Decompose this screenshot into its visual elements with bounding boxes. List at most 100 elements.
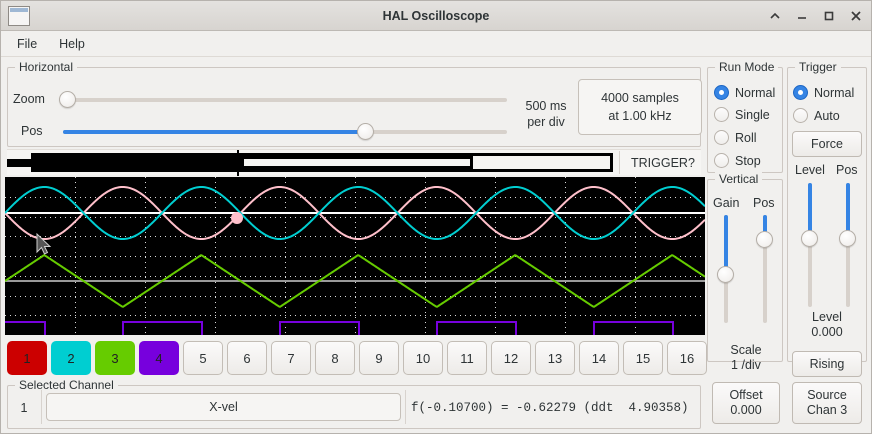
sample-rate-box[interactable]: 4000 samples at 1.00 kHz bbox=[578, 79, 702, 135]
trigger-level-readout: Level 0.000 bbox=[792, 309, 862, 341]
vertical-gain-slider[interactable] bbox=[717, 215, 735, 323]
channel-button-3[interactable]: 3 bbox=[95, 341, 135, 375]
zoom-slider-track[interactable] bbox=[59, 98, 507, 102]
vertical-gain-slider-fill bbox=[724, 215, 728, 273]
horizontal-pos-slider-fill bbox=[63, 130, 365, 134]
channel-button-4[interactable]: 4 bbox=[139, 341, 179, 375]
window-menu-icon[interactable] bbox=[8, 6, 30, 26]
force-trigger-label: Force bbox=[811, 136, 843, 151]
selected-channel-number: 1 bbox=[20, 401, 28, 415]
run-mode-roll[interactable]: Roll bbox=[714, 130, 757, 145]
close-button[interactable] bbox=[849, 9, 863, 23]
maximize-button[interactable] bbox=[822, 9, 836, 23]
trigger-source-button[interactable]: Source Chan 3 bbox=[792, 382, 862, 424]
vertical-offset-value: 0.000 bbox=[730, 403, 762, 417]
selected-channel-signal-name: X-vel bbox=[209, 400, 238, 414]
radio-dot-icon bbox=[714, 153, 729, 168]
trigger-mode-auto[interactable]: Auto bbox=[793, 108, 840, 123]
channel-button-label: 14 bbox=[591, 350, 607, 366]
trigger-source-value: Chan 3 bbox=[806, 403, 848, 417]
radio-dot-icon bbox=[793, 85, 808, 100]
sample-count-text: 4000 samples bbox=[601, 91, 679, 105]
trigger-pos-slider-label: Pos bbox=[836, 163, 858, 177]
vertical-pos-slider[interactable] bbox=[756, 215, 774, 323]
vertical-offset-button[interactable]: Offset 0.000 bbox=[712, 382, 780, 424]
channel-button-label: 5 bbox=[199, 350, 207, 366]
time-per-div-value: 500 ms bbox=[525, 99, 567, 113]
run-mode-stop-label: Stop bbox=[735, 153, 761, 168]
trigger-edge-button[interactable]: Rising bbox=[792, 351, 862, 377]
trigger-mode-normal[interactable]: Normal bbox=[793, 85, 854, 100]
run-mode-roll-label: Roll bbox=[735, 130, 757, 145]
channel-button-1[interactable]: 1 bbox=[7, 341, 47, 375]
trigger-level-slider-fill bbox=[808, 183, 812, 237]
trigger-level-slider[interactable] bbox=[801, 183, 819, 307]
horizontal-pos-slider-knob[interactable] bbox=[357, 123, 374, 140]
vertical-scale-value: 1 /div bbox=[731, 358, 761, 372]
channel-button-label: 12 bbox=[503, 350, 519, 366]
menu-help[interactable]: Help bbox=[59, 36, 85, 51]
channel-button-label: 16 bbox=[679, 350, 695, 366]
selected-channel-readout: f(-0.10700) = -0.62279 (ddt 4.90358) bbox=[411, 401, 689, 415]
sample-rate-text: at 1.00 kHz bbox=[608, 109, 672, 123]
hstrip-trigger-tick bbox=[237, 150, 239, 176]
run-mode-stop[interactable]: Stop bbox=[714, 153, 761, 168]
run-mode-group-label: Run Mode bbox=[715, 60, 779, 74]
horizontal-position-strip[interactable] bbox=[7, 149, 701, 176]
channel-button-14[interactable]: 14 bbox=[579, 341, 619, 375]
trigger-pos-slider[interactable] bbox=[839, 183, 857, 307]
channel-button-label: 3 bbox=[111, 350, 119, 366]
zoom-slider[interactable] bbox=[59, 91, 507, 109]
vertical-gain-label: Gain bbox=[713, 196, 740, 210]
vertical-gain-slider-knob[interactable] bbox=[717, 266, 734, 283]
time-per-div-unit: per div bbox=[527, 115, 565, 129]
channel-button-7[interactable]: 7 bbox=[271, 341, 311, 375]
channel-button-13[interactable]: 13 bbox=[535, 341, 575, 375]
minimize-button[interactable] bbox=[795, 9, 809, 23]
vertical-pos-slider-track[interactable] bbox=[763, 215, 767, 323]
channel-button-16[interactable]: 16 bbox=[667, 341, 707, 375]
zoom-slider-knob[interactable] bbox=[59, 91, 76, 108]
menu-file[interactable]: File bbox=[17, 36, 38, 51]
vertical-group-label: Vertical bbox=[715, 172, 763, 186]
run-mode-single-label: Single bbox=[735, 107, 770, 122]
menu-bar: File Help bbox=[1, 31, 871, 57]
channel-button-12[interactable]: 12 bbox=[491, 341, 531, 375]
channel-button-8[interactable]: 8 bbox=[315, 341, 355, 375]
trigger-group: Trigger bbox=[787, 60, 867, 362]
channel-button-10[interactable]: 10 bbox=[403, 341, 443, 375]
channel-button-label: 11 bbox=[460, 350, 474, 366]
trigger-pos-slider-fill bbox=[846, 183, 850, 237]
channel-button-9[interactable]: 9 bbox=[359, 341, 399, 375]
force-trigger-button[interactable]: Force bbox=[792, 131, 862, 157]
hstrip-filled-overlay bbox=[31, 156, 244, 169]
channel-button-6[interactable]: 6 bbox=[227, 341, 267, 375]
trigger-group-label: Trigger bbox=[795, 60, 841, 74]
channel-button-15[interactable]: 15 bbox=[623, 341, 663, 375]
pos-label: Pos bbox=[21, 124, 43, 138]
horizontal-pos-slider[interactable] bbox=[63, 123, 507, 141]
channel-button-label: 13 bbox=[547, 350, 563, 366]
run-mode-normal[interactable]: Normal bbox=[714, 85, 775, 100]
trigger-pos-slider-knob[interactable] bbox=[839, 230, 856, 247]
channel-button-11[interactable]: 11 bbox=[447, 341, 487, 375]
trigger-level-slider-knob[interactable] bbox=[801, 230, 818, 247]
run-mode-single[interactable]: Single bbox=[714, 107, 770, 122]
selected-channel-separator bbox=[41, 390, 42, 424]
radio-dot-icon bbox=[714, 107, 729, 122]
channel-button-2[interactable]: 2 bbox=[51, 341, 91, 375]
trigger-edge-label: Rising bbox=[809, 356, 845, 371]
scope-display[interactable]: X-vel 1 /div Y-vel 1 /div siggen.0.trian… bbox=[5, 177, 705, 335]
zoom-label: Zoom bbox=[13, 92, 45, 106]
title-bar: HAL Oscilloscope bbox=[1, 1, 871, 31]
channel-button-label: 1 bbox=[23, 350, 31, 366]
window-title: HAL Oscilloscope bbox=[382, 9, 490, 23]
selected-channel-signal-button[interactable]: X-vel bbox=[46, 393, 401, 421]
run-mode-group: Run Mode bbox=[707, 60, 783, 173]
vertical-scale-title: Scale bbox=[730, 343, 762, 357]
vertical-scale-readout: Scale 1 /div bbox=[712, 342, 780, 374]
shade-button[interactable] bbox=[768, 9, 782, 23]
channel-button-5[interactable]: 5 bbox=[183, 341, 223, 375]
vertical-pos-slider-knob[interactable] bbox=[756, 231, 773, 248]
